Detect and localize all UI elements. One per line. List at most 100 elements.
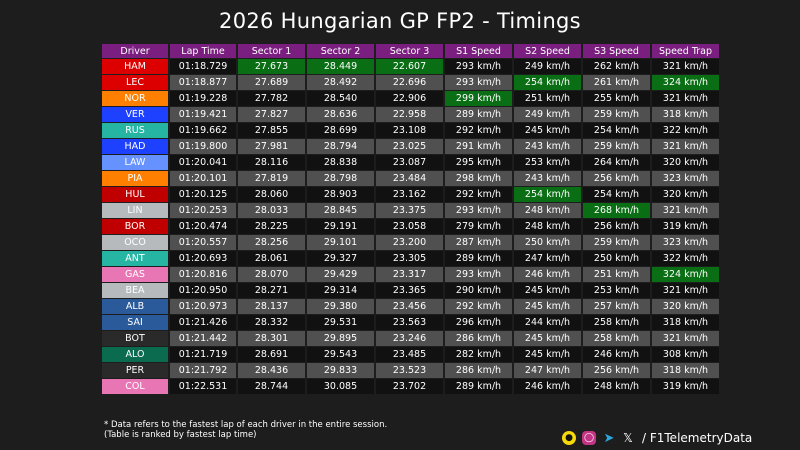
s3-speed-cell: 254 km/h — [583, 123, 650, 138]
sector-3-cell: 22.696 — [376, 75, 443, 90]
lap-time-cell: 01:19.662 — [170, 123, 236, 138]
s1-speed-cell: 289 km/h — [445, 107, 512, 122]
s1-speed-cell: 289 km/h — [445, 379, 512, 394]
lap-time-cell: 01:18.877 — [170, 75, 236, 90]
sector-1-cell: 28.137 — [238, 299, 305, 314]
sector-1-cell: 28.744 — [238, 379, 305, 394]
x-icon[interactable]: 𝕏 — [623, 431, 633, 445]
s1-speed-cell: 282 km/h — [445, 347, 512, 362]
sector-3-cell: 22.906 — [376, 91, 443, 106]
header-sector-1: Sector 1 — [238, 44, 305, 58]
table-row: BEA 01:20.950 28.271 29.314 23.365 290 km/h 24… — [102, 283, 719, 298]
s2-speed-cell: 245 km/h — [514, 123, 581, 138]
header-s3-speed: S3 Speed — [583, 44, 650, 58]
s2-speed-cell: 243 km/h — [514, 139, 581, 154]
sector-1-cell: 28.436 — [238, 363, 305, 378]
lap-time-cell: 01:20.474 — [170, 219, 236, 234]
sector-3-cell: 23.365 — [376, 283, 443, 298]
driver-cell: HUL — [102, 187, 168, 202]
speed-trap-cell: 321 km/h — [652, 203, 719, 218]
s2-speed-cell: 244 km/h — [514, 315, 581, 330]
s2-speed-cell: 246 km/h — [514, 379, 581, 394]
s3-speed-cell: 259 km/h — [583, 107, 650, 122]
s2-speed-cell: 243 km/h — [514, 171, 581, 186]
s1-speed-cell: 279 km/h — [445, 219, 512, 234]
sector-3-cell: 23.162 — [376, 187, 443, 202]
speed-trap-cell: 321 km/h — [652, 139, 719, 154]
sector-1-cell: 27.827 — [238, 107, 305, 122]
s2-speed-cell: 248 km/h — [514, 203, 581, 218]
instagram-icon[interactable]: ◯ — [582, 431, 596, 445]
driver-cell: PER — [102, 363, 168, 378]
sector-3-cell: 23.702 — [376, 379, 443, 394]
sector-1-cell: 27.819 — [238, 171, 305, 186]
lap-time-cell: 01:20.973 — [170, 299, 236, 314]
header-sector-3: Sector 3 — [376, 44, 443, 58]
sector-2-cell: 29.543 — [307, 347, 374, 362]
s3-speed-cell: 248 km/h — [583, 379, 650, 394]
driver-cell: ALO — [102, 347, 168, 362]
driver-cell: BEA — [102, 283, 168, 298]
s1-speed-cell: 289 km/h — [445, 251, 512, 266]
sector-1-cell: 28.271 — [238, 283, 305, 298]
sector-2-cell: 29.531 — [307, 315, 374, 330]
s2-speed-cell: 247 km/h — [514, 251, 581, 266]
s2-speed-cell: 248 km/h — [514, 219, 581, 234]
table-row: GAS 01:20.816 28.070 29.429 23.317 293 km/h 24… — [102, 267, 719, 282]
s3-speed-cell: 255 km/h — [583, 91, 650, 106]
s2-speed-cell: 254 km/h — [514, 187, 581, 202]
speed-trap-cell: 320 km/h — [652, 187, 719, 202]
table-row: HAD 01:19.800 27.981 28.794 23.025 291 km/h 24… — [102, 139, 719, 154]
s1-speed-cell: 293 km/h — [445, 59, 512, 74]
sector-2-cell: 28.798 — [307, 171, 374, 186]
driver-cell: ANT — [102, 251, 168, 266]
header-s2-speed: S2 Speed — [514, 44, 581, 58]
s1-speed-cell: 293 km/h — [445, 75, 512, 90]
speed-trap-cell: 323 km/h — [652, 171, 719, 186]
lap-time-cell: 01:21.442 — [170, 331, 236, 346]
table-row: OCO 01:20.557 28.256 29.101 23.200 287 km/h 25… — [102, 235, 719, 250]
lap-time-cell: 01:20.253 — [170, 203, 236, 218]
sector-1-cell: 27.981 — [238, 139, 305, 154]
s2-speed-cell: 254 km/h — [514, 75, 581, 90]
sector-3-cell: 23.485 — [376, 347, 443, 362]
s1-speed-cell: 295 km/h — [445, 155, 512, 170]
social-handle[interactable]: / F1TelemetryData — [642, 431, 753, 445]
telegram-icon[interactable]: ➤ — [603, 430, 615, 446]
lap-time-cell: 01:21.792 — [170, 363, 236, 378]
s1-speed-cell: 292 km/h — [445, 299, 512, 314]
sector-2-cell: 28.903 — [307, 187, 374, 202]
snapchat-icon[interactable]: ● — [562, 431, 576, 445]
driver-cell: LEC — [102, 75, 168, 90]
s2-speed-cell: 247 km/h — [514, 363, 581, 378]
sector-1-cell: 28.691 — [238, 347, 305, 362]
s3-speed-cell: 251 km/h — [583, 267, 650, 282]
lap-time-cell: 01:18.729 — [170, 59, 236, 74]
table-row: RUS 01:19.662 27.855 28.699 23.108 292 km/h 24… — [102, 123, 719, 138]
driver-cell: COL — [102, 379, 168, 394]
s3-speed-cell: 257 km/h — [583, 299, 650, 314]
table-row: ALB 01:20.973 28.137 29.380 23.456 292 km/h 24… — [102, 299, 719, 314]
speed-trap-cell: 322 km/h — [652, 123, 719, 138]
sector-1-cell: 28.116 — [238, 155, 305, 170]
header-speed-trap: Speed Trap — [652, 44, 719, 58]
sector-3-cell: 23.484 — [376, 171, 443, 186]
sector-1-cell: 27.673 — [238, 59, 305, 74]
sector-3-cell: 23.087 — [376, 155, 443, 170]
sector-1-cell: 27.689 — [238, 75, 305, 90]
sector-3-cell: 23.563 — [376, 315, 443, 330]
sector-3-cell: 23.246 — [376, 331, 443, 346]
s3-speed-cell: 253 km/h — [583, 283, 650, 298]
s3-speed-cell: 268 km/h — [583, 203, 650, 218]
sector-2-cell: 28.540 — [307, 91, 374, 106]
lap-time-cell: 01:20.950 — [170, 283, 236, 298]
sector-2-cell: 29.314 — [307, 283, 374, 298]
speed-trap-cell: 318 km/h — [652, 315, 719, 330]
s1-speed-cell: 287 km/h — [445, 235, 512, 250]
sector-3-cell: 23.200 — [376, 235, 443, 250]
sector-1-cell: 28.070 — [238, 267, 305, 282]
speed-trap-cell: 319 km/h — [652, 379, 719, 394]
driver-cell: LIN — [102, 203, 168, 218]
driver-cell: HAM — [102, 59, 168, 74]
table-row: ALO 01:21.719 28.691 29.543 23.485 282 km/h 24… — [102, 347, 719, 362]
